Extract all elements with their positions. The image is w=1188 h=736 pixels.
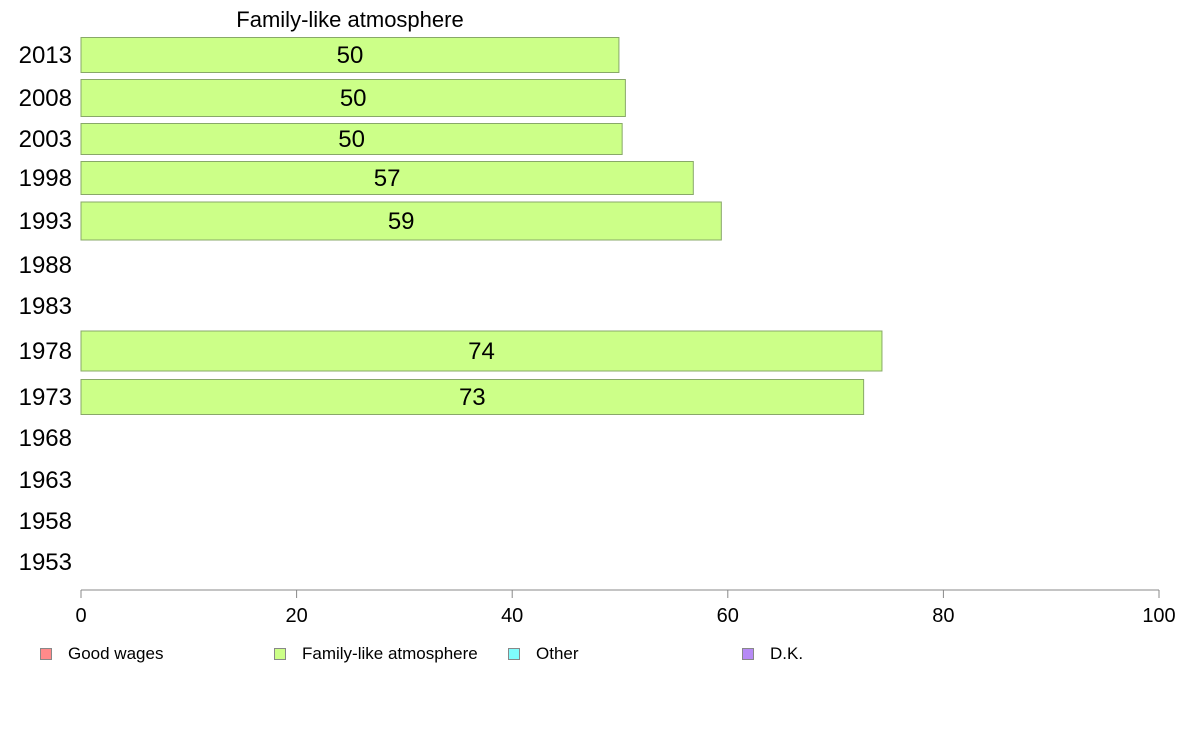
legend: Good wages Family-like atmosphere Other … — [0, 640, 1188, 668]
legend-label-good-wages: Good wages — [68, 644, 164, 663]
legend-swatch-good-wages — [40, 648, 52, 660]
x-tick-label-60: 60 — [717, 605, 739, 627]
bar-chart: Family-like atmosphere 50 50 50 57 59 74 73 20… — [19, 7, 1176, 627]
y-tick-label-1953: 1953 — [19, 549, 72, 576]
x-tick-label-40: 40 — [501, 605, 523, 627]
y-tick-label-1958: 1958 — [19, 508, 72, 535]
y-tick-label-1988: 1988 — [19, 252, 72, 279]
bar-2013 — [80, 37, 620, 73]
y-tick-label-1973: 1973 — [19, 384, 72, 411]
y-tick-label-2013: 2013 — [19, 42, 72, 69]
data-label-2003: 50 — [338, 126, 365, 153]
x-tick-label-80: 80 — [932, 605, 954, 627]
y-tick-label-1983: 1983 — [19, 293, 72, 320]
data-label-1993: 59 — [388, 208, 415, 235]
bar-1978 — [80, 330, 883, 372]
legend-item-other: Other — [508, 644, 579, 664]
y-tick-label-1978: 1978 — [19, 338, 72, 365]
x-tick-label-0: 0 — [75, 605, 86, 627]
data-label-1973: 73 — [459, 384, 486, 411]
y-tick-label-1998: 1998 — [19, 165, 72, 192]
legend-label-family-like-atmosphere: Family-like atmosphere — [302, 644, 478, 663]
legend-item-dk: D.K. — [742, 644, 803, 664]
legend-swatch-dk — [742, 648, 754, 660]
y-tick-label-1968: 1968 — [19, 425, 72, 452]
x-tick-label-20: 20 — [285, 605, 307, 627]
legend-item-good-wages: Good wages — [40, 644, 163, 664]
bar-1993 — [80, 201, 722, 241]
y-tick-label-2008: 2008 — [19, 85, 72, 112]
legend-swatch-family-like-atmosphere — [274, 648, 286, 660]
y-tick-label-1963: 1963 — [19, 467, 72, 494]
data-label-2013: 50 — [337, 42, 364, 69]
legend-item-family-like-atmosphere: Family-like atmosphere — [274, 644, 478, 664]
chart-title: Family-like atmosphere — [236, 7, 463, 32]
data-label-1998: 57 — [374, 165, 401, 192]
data-label-1978: 74 — [468, 338, 495, 365]
bar-1973 — [80, 379, 865, 415]
y-tick-label-1993: 1993 — [19, 208, 72, 235]
bar-1998 — [80, 161, 694, 195]
legend-label-dk: D.K. — [770, 644, 804, 663]
bar-2008 — [80, 79, 626, 117]
data-label-2008: 50 — [340, 85, 367, 112]
bar-2003 — [80, 123, 623, 155]
y-tick-label-2003: 2003 — [19, 126, 72, 153]
x-tick-label-100: 100 — [1142, 605, 1175, 627]
legend-swatch-other — [508, 648, 520, 660]
legend-label-other: Other — [536, 644, 579, 663]
